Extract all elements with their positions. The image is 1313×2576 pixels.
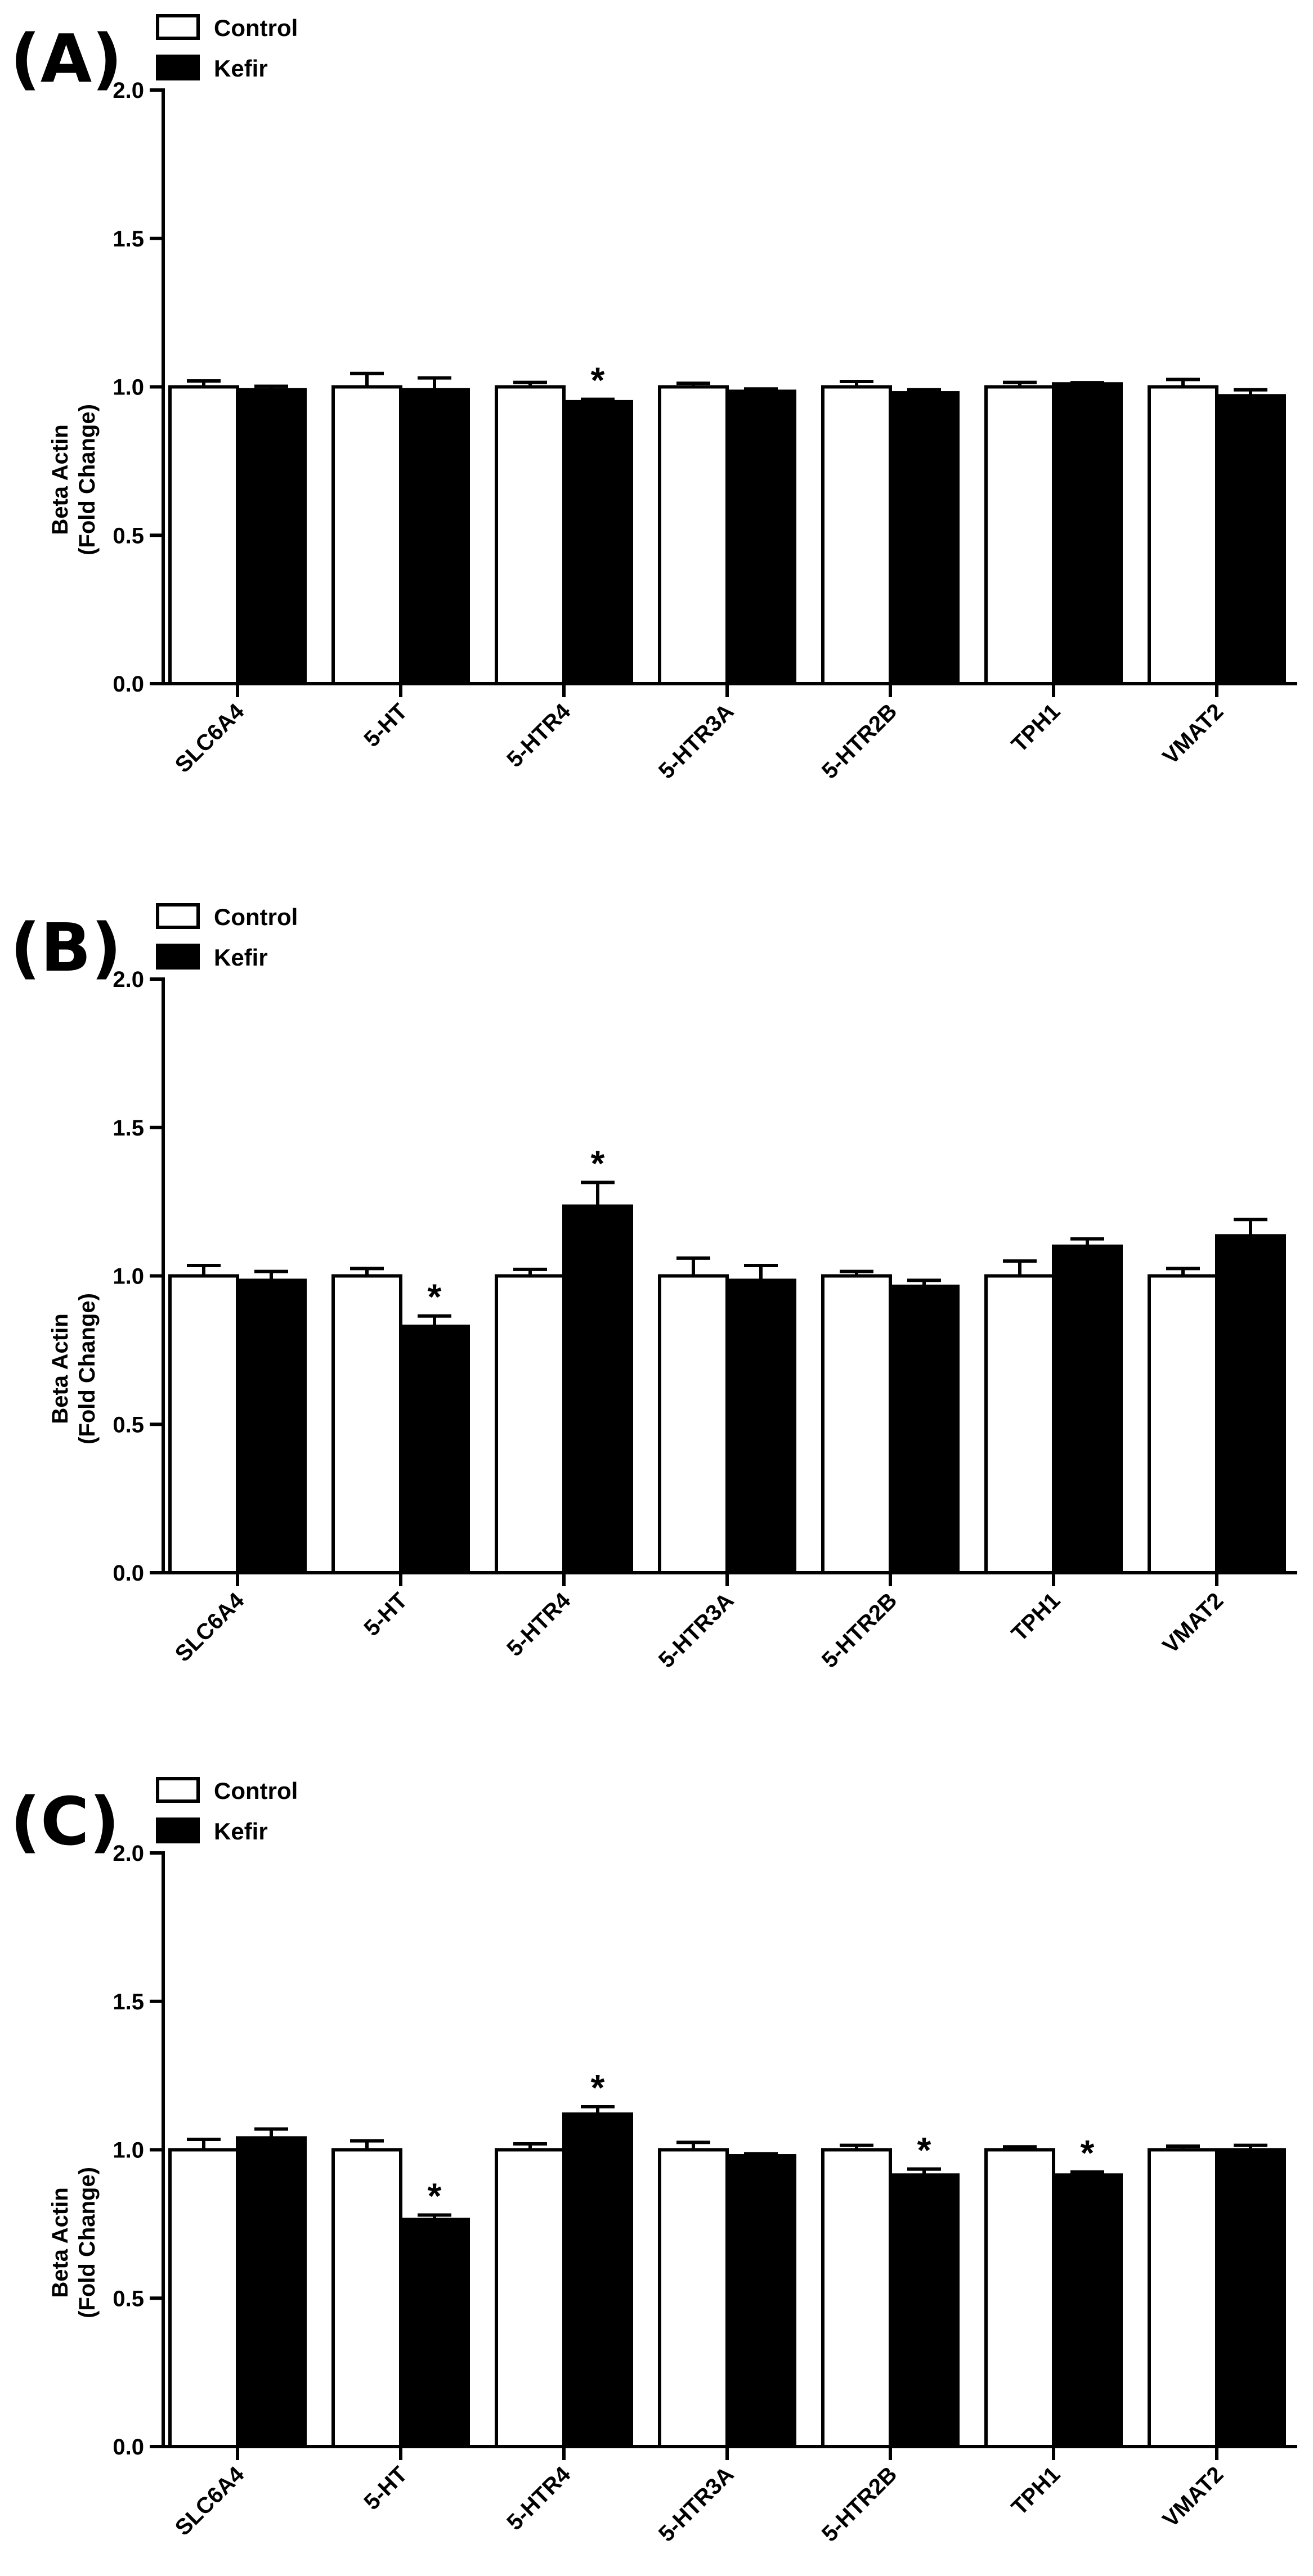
bar-control	[821, 2148, 892, 2448]
bar-kefir	[725, 1278, 796, 1575]
bar-kefir	[1215, 2148, 1286, 2448]
panel-label: (A)	[10, 20, 122, 97]
y-tick-label: 1.5	[113, 227, 144, 252]
bar-control	[331, 2148, 402, 2448]
legend-swatch-control	[156, 903, 200, 929]
legend-swatch-kefir	[156, 1817, 200, 1843]
bar-kefir	[1215, 1234, 1286, 1575]
y-tick-label: 2.0	[113, 967, 144, 992]
bar-kefir	[725, 2154, 796, 2449]
bar-control	[495, 1274, 566, 1574]
bar-control	[331, 1274, 402, 1574]
significance-marker: *	[591, 1143, 605, 1183]
y-axis-label: (Fold Change)	[75, 2167, 100, 2318]
y-tick-label: 2.0	[113, 1841, 144, 1866]
bar-control	[984, 385, 1055, 685]
y-tick-label: 1.5	[113, 1116, 144, 1141]
bar-kefir	[725, 389, 796, 685]
legend-swatch-kefir	[156, 55, 200, 80]
bar-kefir	[562, 2112, 633, 2448]
y-axis-label: Beta Actin	[48, 2187, 73, 2297]
chart-panel-b: (B) Control Kefir Beta Actin (Fold Change) 0.…	[10, 903, 1297, 1673]
significance-marker: *	[591, 2067, 605, 2108]
bar-kefir	[1215, 394, 1286, 685]
legend-swatch-control	[156, 1777, 200, 1803]
bar-control	[168, 1274, 239, 1574]
bar-kefir	[236, 1278, 307, 1575]
bar-control	[495, 385, 566, 685]
y-axis-label: (Fold Change)	[75, 404, 100, 555]
y-tick-label: 0.0	[113, 2435, 144, 2460]
significance-marker: *	[428, 2176, 442, 2216]
y-tick-label: 0.5	[113, 523, 144, 548]
bar-kefir	[236, 2136, 307, 2448]
bar-kefir	[399, 2218, 470, 2448]
legend-label-kefir: Kefir	[214, 1818, 268, 1845]
y-axis-label: Beta Actin	[48, 1313, 73, 1424]
bar-kefir	[1052, 1244, 1123, 1574]
y-tick-label: 1.5	[113, 1990, 144, 2014]
significance-marker: *	[1081, 2133, 1095, 2173]
legend-swatch-kefir	[156, 944, 200, 970]
legend-swatch-control	[156, 14, 200, 40]
y-axis-label: Beta Actin	[48, 424, 73, 535]
y-tick-label: 2.0	[113, 78, 144, 103]
bar-kefir	[562, 1204, 633, 1575]
y-tick-label: 1.0	[113, 1264, 144, 1289]
chart-panel-a: (A) Control Kefir Beta Actin (Fold Change) 0.…	[10, 14, 1297, 784]
bar-control	[1148, 1274, 1218, 1574]
y-tick-label: 0.0	[113, 672, 144, 697]
legend-label-kefir: Kefir	[214, 944, 268, 971]
y-tick-label: 0.5	[113, 1412, 144, 1437]
significance-marker: *	[917, 2130, 931, 2170]
significance-marker: *	[591, 360, 605, 401]
y-tick-label: 0.0	[113, 1561, 144, 1586]
bar-kefir	[562, 400, 633, 685]
bar-control	[821, 1274, 892, 1574]
panel-label: (C)	[10, 1783, 119, 1860]
bar-kefir	[399, 1325, 470, 1575]
y-axis-label: (Fold Change)	[75, 1293, 100, 1444]
significance-marker: *	[428, 1277, 442, 1317]
bar-control	[658, 1274, 729, 1574]
bar-control	[984, 1274, 1055, 1574]
bar-control	[168, 385, 239, 685]
bar-control	[821, 385, 892, 685]
bar-control	[1148, 385, 1218, 685]
bar-control	[495, 2148, 566, 2448]
bar-kefir	[889, 391, 960, 685]
bar-control	[658, 2148, 729, 2448]
bar-control	[331, 385, 402, 685]
bar-control	[984, 2148, 1055, 2448]
bar-kefir	[1052, 382, 1123, 685]
bar-kefir	[399, 388, 470, 685]
y-tick-label: 1.0	[113, 375, 144, 400]
y-tick-label: 0.5	[113, 2286, 144, 2311]
y-tick-label: 1.0	[113, 2138, 144, 2163]
legend-label-control: Control	[214, 15, 298, 41]
bar-kefir	[889, 1284, 960, 1574]
panel-label: (B)	[10, 909, 122, 986]
bar-control	[1148, 2148, 1218, 2448]
legend-label-kefir: Kefir	[214, 55, 268, 82]
legend-label-control: Control	[214, 904, 298, 930]
bar-control	[658, 385, 729, 685]
bar-kefir	[889, 2173, 960, 2448]
bar-kefir	[236, 388, 307, 685]
bar-kefir	[1052, 2173, 1123, 2448]
bar-control	[168, 2148, 239, 2448]
legend-label-control: Control	[214, 1778, 298, 1804]
